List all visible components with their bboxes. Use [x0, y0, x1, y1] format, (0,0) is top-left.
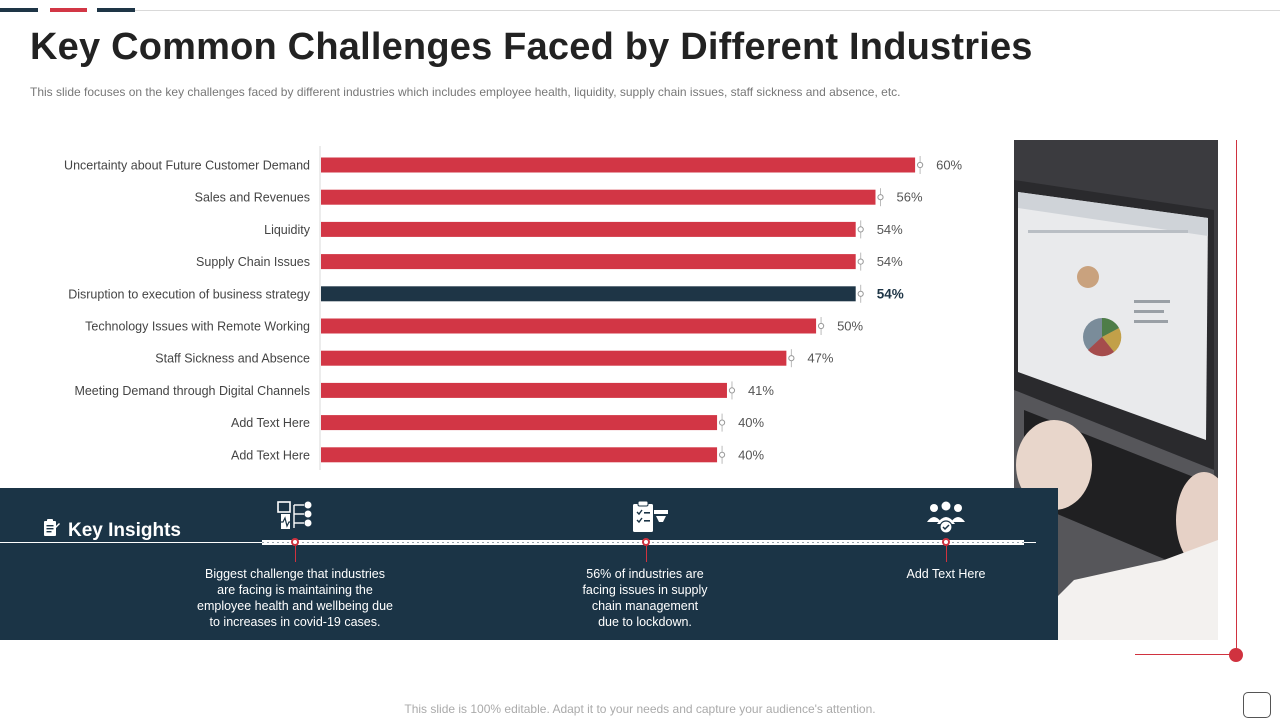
- key-insights-panel: Key Insights Biggest challenge that indu…: [0, 488, 1058, 640]
- bar: [321, 415, 718, 431]
- category-label: Add Text Here: [231, 416, 310, 430]
- value-label: 40%: [738, 447, 764, 462]
- corner-frame: [1243, 692, 1271, 718]
- category-label: Technology Issues with Remote Working: [85, 320, 310, 334]
- bar: [321, 157, 916, 173]
- supply-checklist-icon: [630, 500, 670, 534]
- bar: [321, 447, 718, 463]
- category-label: Staff Sickness and Absence: [155, 352, 310, 366]
- value-label: 54%: [877, 286, 904, 301]
- timeline-marker-2: [642, 538, 650, 546]
- health-dashboard-icon: [276, 500, 316, 534]
- error-bar-cap: [916, 161, 924, 169]
- challenges-bar-chart: Uncertainty about Future Customer Demand…: [64, 146, 963, 470]
- team-approval-icon: [926, 500, 966, 534]
- category-label: Sales and Revenues: [195, 191, 310, 205]
- category-label: Meeting Demand through Digital Channels: [74, 384, 310, 398]
- page-subtitle: This slide focuses on the key challenges…: [30, 85, 901, 99]
- timeline-stem-3: [946, 546, 947, 562]
- category-label: Supply Chain Issues: [196, 255, 310, 269]
- error-bar-cap: [857, 258, 864, 265]
- decor-horizontal-line: [1135, 654, 1235, 655]
- error-bar-cap: [817, 322, 825, 330]
- error-bar-cap: [788, 355, 795, 362]
- bar: [321, 286, 856, 302]
- bar: [321, 350, 787, 366]
- category-label: Disruption to execution of business stra…: [68, 287, 311, 301]
- category-label: Liquidity: [264, 223, 311, 237]
- value-label: 50%: [837, 319, 863, 334]
- laptop-photo: [1014, 140, 1218, 640]
- key-insights-title: Key Insights: [68, 519, 181, 541]
- timeline-stem-2: [646, 546, 647, 562]
- insight-text-3: Add Text Here: [906, 567, 986, 581]
- timeline-stem-1: [295, 546, 296, 562]
- error-bar-cap: [728, 387, 736, 394]
- insight-text-2: 56% of industries are facing issues in s…: [582, 567, 708, 629]
- error-bar-cap: [857, 226, 864, 233]
- bar: [321, 318, 817, 334]
- bar: [321, 254, 856, 270]
- timeline-lead-line: [0, 542, 262, 543]
- timeline-marker-3: [942, 538, 950, 546]
- timeline-marker-1: [291, 538, 299, 546]
- footer-note: This slide is 100% editable. Adapt it to…: [404, 702, 876, 716]
- error-bar-cap: [877, 194, 884, 201]
- bar: [321, 221, 856, 237]
- value-label: 60%: [936, 158, 962, 173]
- value-label: 40%: [738, 415, 764, 430]
- top-divider: [135, 10, 1280, 11]
- page-title: Key Common Challenges Faced by Different…: [30, 26, 1033, 68]
- decor-vertical-line: [1236, 140, 1237, 654]
- timeline-tail-line: [1024, 542, 1036, 543]
- bar: [321, 382, 727, 398]
- value-label: 41%: [748, 383, 774, 398]
- value-label: 54%: [877, 254, 903, 269]
- top-accent-navy-1: [0, 8, 38, 12]
- top-accent-navy-2: [97, 8, 135, 12]
- notepad-icon: [42, 518, 60, 543]
- error-bar-cap: [857, 290, 864, 297]
- category-label: Uncertainty about Future Customer Demand: [64, 159, 310, 173]
- insight-text-1: Biggest challenge that industries are fa…: [197, 567, 393, 629]
- error-bar-cap: [718, 451, 726, 458]
- value-label: 47%: [807, 351, 833, 366]
- value-label: 56%: [896, 190, 922, 205]
- category-label: Add Text Here: [231, 448, 310, 462]
- decor-dot: [1229, 648, 1243, 662]
- bar: [321, 189, 876, 205]
- error-bar-cap: [718, 419, 726, 426]
- key-insights-header: Key Insights: [42, 518, 181, 543]
- value-label: 54%: [877, 222, 903, 237]
- top-accent-red: [50, 8, 87, 12]
